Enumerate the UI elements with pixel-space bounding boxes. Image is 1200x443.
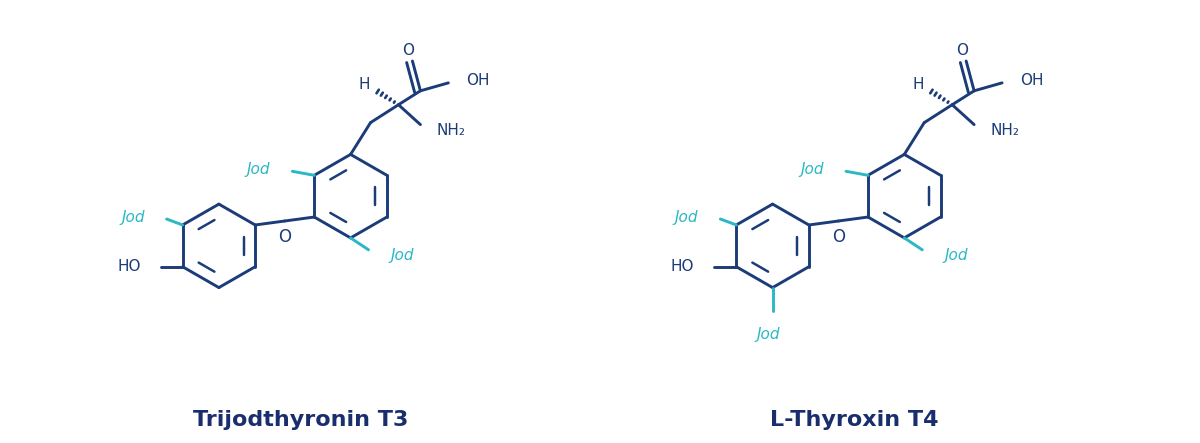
Text: O: O [832,228,845,246]
Text: Jod: Jod [674,210,698,225]
Text: OH: OH [1020,74,1044,89]
Text: Jod: Jod [247,162,270,177]
Text: HO: HO [671,259,695,274]
Text: HO: HO [118,259,140,274]
Text: Trijodthyronin T3: Trijodthyronin T3 [193,410,408,430]
Text: O: O [956,43,968,58]
Text: Jod: Jod [944,248,967,263]
Text: O: O [278,228,292,246]
Text: H: H [359,78,371,92]
Text: Jod: Jod [121,210,145,225]
Text: OH: OH [467,74,490,89]
Text: H: H [912,78,924,92]
Text: NH₂: NH₂ [437,123,466,138]
Text: Jod: Jod [390,248,414,263]
Text: NH₂: NH₂ [990,123,1019,138]
Text: L-Thyroxin T4: L-Thyroxin T4 [770,410,938,430]
Text: Jod: Jod [757,327,780,342]
Text: Jod: Jod [800,162,824,177]
Text: O: O [402,43,414,58]
